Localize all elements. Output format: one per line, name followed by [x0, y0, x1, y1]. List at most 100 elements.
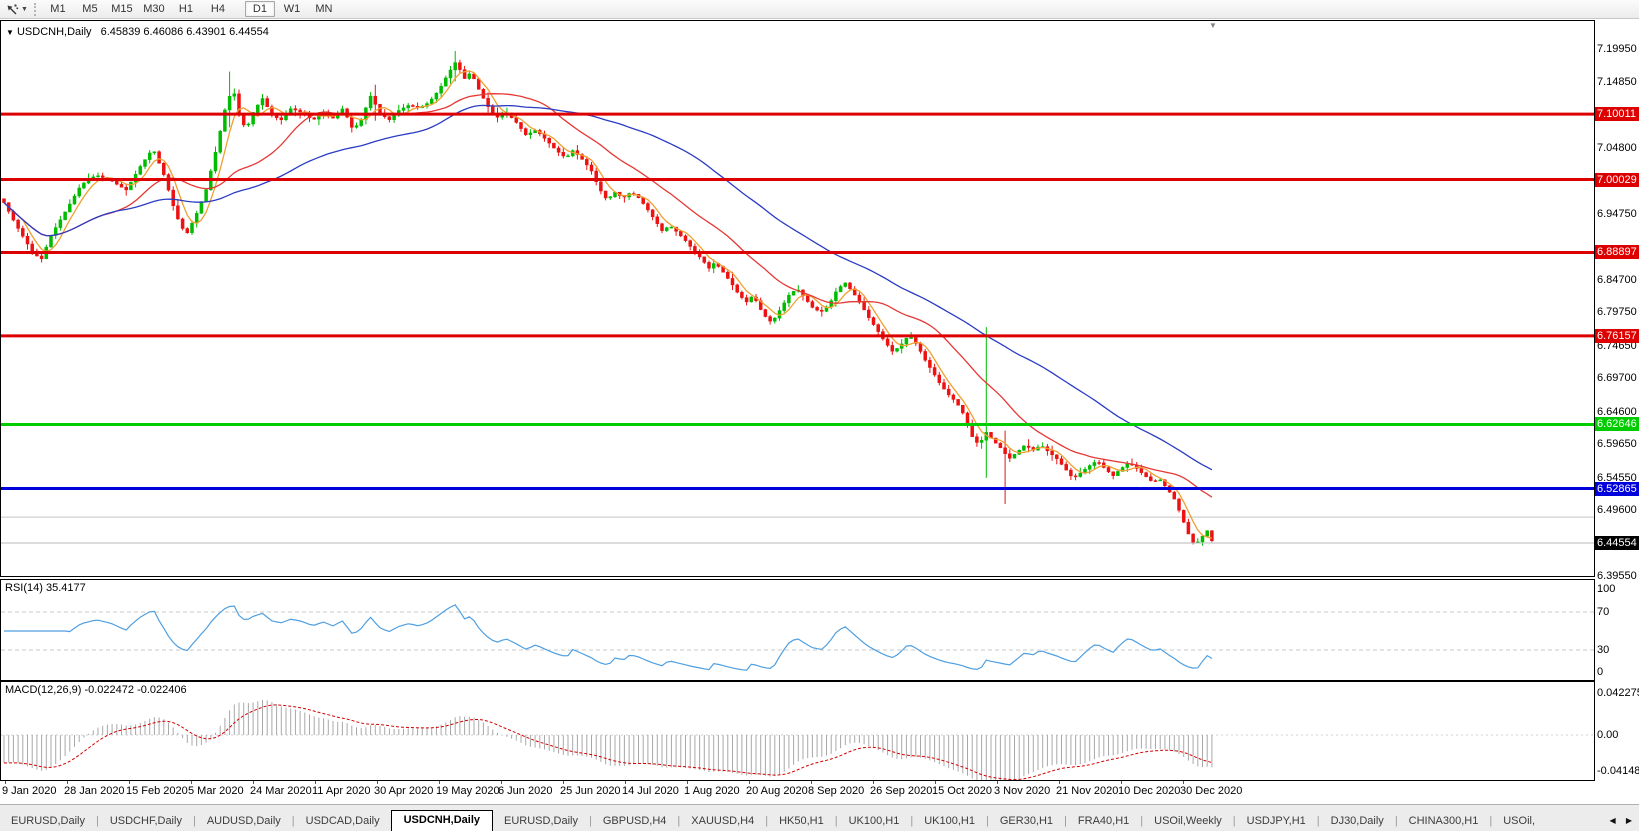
toolbar: ▼ M1 M5 M15 M30 H1 H4 D1 W1 MN: [0, 0, 1639, 19]
time-tick: [1183, 781, 1184, 784]
time-tick-label: 3 Nov 2020: [994, 785, 1051, 797]
time-tick-label: 15 Feb 2020: [126, 785, 188, 797]
price-tick-label: 7.19950: [1597, 43, 1637, 55]
chart-tab-uk100-h1[interactable]: UK100,H1: [848, 815, 900, 827]
chart-tab-eurusd-daily[interactable]: EURUSD,Daily: [504, 815, 578, 827]
timeframe-button-m5[interactable]: M5: [82, 3, 98, 15]
time-tick: [625, 781, 626, 784]
chart-tab-usdjpy-h1[interactable]: USDJPY,H1: [1246, 815, 1306, 827]
ma-fast-line: [3, 70, 1213, 539]
chart-title: ▼ USDCNH,Daily 6.45839 6.46086 6.43901 6…: [6, 26, 269, 38]
pointer-tool-icon[interactable]: [4, 2, 19, 17]
tab-separator: |: [910, 815, 914, 827]
chart-tab-xauusd-h4[interactable]: XAUUSD,H4: [691, 815, 755, 827]
chart-dropdown-marker-icon[interactable]: ▼: [6, 28, 14, 37]
chart-tab-fra40-h1[interactable]: FRA40,H1: [1077, 815, 1130, 827]
price-tick-label: 6.39550: [1597, 570, 1637, 582]
time-tick-label: 21 Nov 2020: [1056, 785, 1119, 797]
tab-separator: |: [834, 815, 838, 827]
time-tick: [315, 781, 316, 784]
rsi-tick-label: 100: [1597, 583, 1616, 595]
time-tick-label: 11 Apr 2020: [312, 785, 371, 797]
timeframe-button-h1[interactable]: H1: [178, 3, 193, 15]
chart-tab-uk100-h1[interactable]: UK100,H1: [924, 815, 975, 827]
time-tick-label: 19 May 2020: [436, 785, 500, 797]
ma-medium-line: [3, 93, 1213, 498]
tab-separator: |: [192, 815, 196, 827]
chart-shift-marker-icon: ▼: [1209, 21, 1217, 30]
pointer-tool-dropdown-caret-icon[interactable]: ▼: [21, 5, 28, 13]
time-tick: [377, 781, 378, 784]
price-tick-label: 6.54550: [1597, 472, 1637, 484]
time-tick-label: 28 Jan 2020: [64, 785, 125, 797]
time-axis[interactable]: 9 Jan 2020 28 Jan 2020 15 Feb 2020 5 Mar 20…: [0, 781, 1595, 801]
chart-ohlc-values: 6.45839 6.46086 6.43901 6.44554: [100, 26, 269, 38]
chart-tab-usoil-weekly[interactable]: USOil,Weekly: [1154, 815, 1222, 827]
price-axis[interactable]: 7.19950 7.14850 7.04800 6.94750 6.84700 6.797…: [1595, 20, 1639, 782]
ma-slow-line: [3, 104, 1213, 471]
macd-histogram: [3, 699, 1213, 780]
macd-indicator-label: MACD(12,26,9) -0.022472 -0.022406: [5, 684, 187, 696]
price-pane[interactable]: ▼ USDCNH,Daily 6.45839 6.46086 6.43901 6…: [0, 20, 1595, 577]
tab-separator: |: [588, 815, 592, 827]
chart-tab-usdcnh-daily[interactable]: USDCNH,Daily: [390, 810, 494, 831]
time-tick: [1059, 781, 1060, 784]
chart-tab-usdchf-daily[interactable]: USDCHF,Daily: [109, 815, 182, 827]
chart-tab-audusd-daily[interactable]: AUDUSD,Daily: [206, 815, 281, 827]
rsi-indicator-label: RSI(14) 35.4177: [5, 582, 86, 594]
chart-tab-usoil-[interactable]: USOil,: [1503, 815, 1536, 827]
chart-tab-ger30-h1[interactable]: GER30,H1: [999, 815, 1054, 827]
timeframe-button-w1[interactable]: W1: [283, 3, 301, 15]
timeframe-button-m30[interactable]: M30: [143, 3, 165, 15]
time-tick: [563, 781, 564, 784]
tab-separator: |: [765, 815, 769, 827]
level-price-label: 7.10011: [1595, 107, 1639, 121]
timeframe-button-mn[interactable]: MN: [315, 3, 333, 15]
time-tick-label: 25 Jun 2020: [560, 785, 621, 797]
time-tick: [811, 781, 812, 784]
timeframe-button-m15[interactable]: M15: [111, 3, 133, 15]
tab-separator: |: [1489, 815, 1493, 827]
time-tick: [191, 781, 192, 784]
time-tick: [129, 781, 130, 784]
chart-tab-hk50-h1[interactable]: HK50,H1: [779, 815, 824, 827]
macd-pane[interactable]: MACD(12,26,9) -0.022472 -0.022406: [0, 681, 1595, 781]
time-tick-label: 30 Apr 2020: [374, 785, 434, 797]
tab-scroll-right-button[interactable]: ▶: [1625, 816, 1636, 825]
rsi-tick-label: 30: [1597, 644, 1610, 656]
time-tick-label: 30 Dec 2020: [1180, 785, 1243, 797]
level-price-label: 6.88897: [1595, 245, 1639, 259]
time-tick-label: 6 Jun 2020: [498, 785, 553, 797]
time-tick-label: 20 Aug 2020: [746, 785, 808, 797]
chart-tab-china300-h1[interactable]: CHINA300,H1: [1408, 815, 1479, 827]
chart-tab-dj30-daily[interactable]: DJ30,Daily: [1330, 815, 1384, 827]
timeframe-button-m1[interactable]: M1: [50, 3, 66, 15]
chart-tab-eurusd-daily[interactable]: EURUSD,Daily: [11, 815, 85, 827]
tab-separator: |: [291, 815, 295, 827]
tab-separator: |: [1316, 815, 1320, 827]
timeframe-button-h4[interactable]: H4: [210, 3, 225, 15]
macd-signal-line: [3, 704, 1213, 780]
tab-separator: |: [95, 815, 99, 827]
macd-chart: [1, 699, 1594, 780]
time-tick: [1121, 781, 1122, 784]
time-tick-label: 24 Mar 2020: [250, 785, 312, 797]
tab-separator: |: [986, 815, 989, 827]
macd-tick-label: 0.042275: [1597, 687, 1639, 699]
price-tick-label: 7.04800: [1597, 142, 1637, 154]
level-price-label: 6.62646: [1595, 417, 1639, 431]
price-chart: [1, 50, 1594, 546]
tab-separator: |: [1140, 815, 1144, 827]
time-tick: [935, 781, 936, 784]
time-tick-label: 14 Jul 2020: [622, 785, 679, 797]
chart-tab-gbpusd-h4[interactable]: GBPUSD,H4: [602, 815, 667, 827]
chart-tab-usdcad-daily[interactable]: USDCAD,Daily: [305, 815, 380, 827]
tab-scroll-left-button[interactable]: ◀: [1609, 816, 1620, 825]
price-tick-label: 6.84700: [1597, 274, 1637, 286]
rsi-chart: [1, 604, 1594, 671]
time-tick: [997, 781, 998, 784]
timeframe-button-d1[interactable]: D1: [244, 1, 275, 17]
tab-separator: |: [1232, 815, 1236, 827]
rsi-pane[interactable]: RSI(14) 35.4177: [0, 579, 1595, 681]
